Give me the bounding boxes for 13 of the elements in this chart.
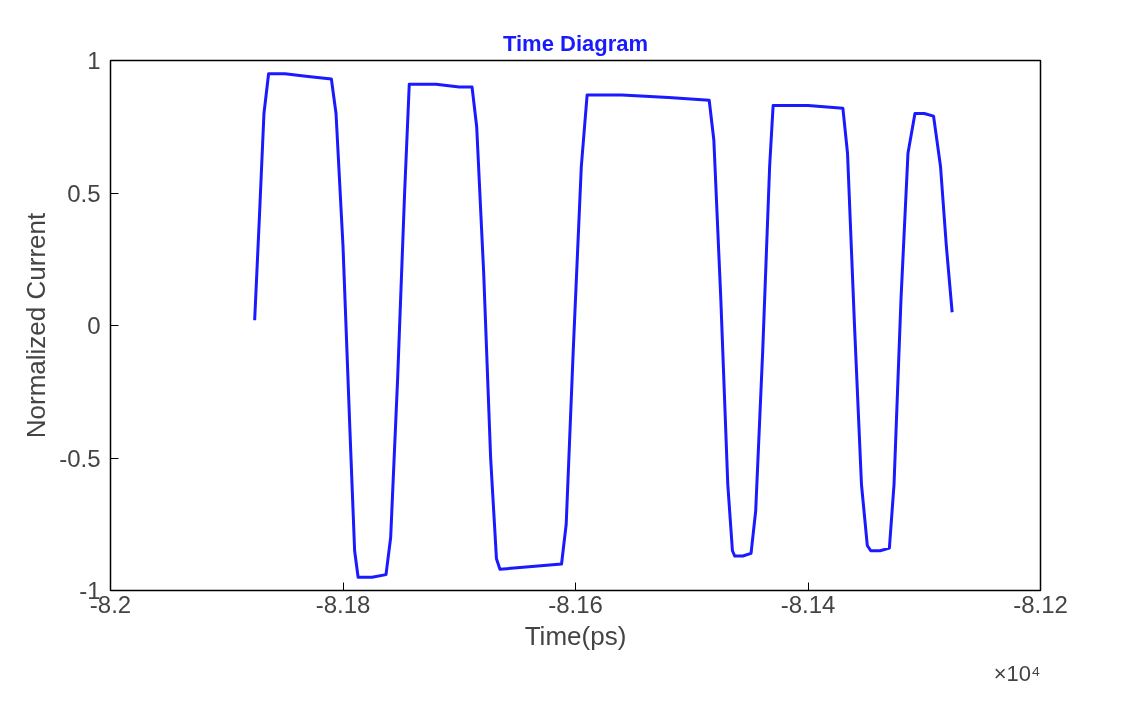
y-tick-label: 0 <box>87 312 101 339</box>
chart-title: Time Diagram <box>502 30 649 56</box>
text: ×10⁴ <box>993 660 1041 686</box>
y-tick-label: 1 <box>87 47 101 74</box>
x-axis-title: Time(ps) <box>524 620 627 651</box>
x-tick-label: -8.14 <box>780 590 836 618</box>
y-axis-title: Normalized Current <box>21 212 52 439</box>
x-tick-label: -8.16 <box>548 590 603 618</box>
y-tick-label: -0.5 <box>59 444 101 472</box>
x-tick-label: -8.12 <box>1013 590 1068 618</box>
y-tick-label: 0.5 <box>67 179 101 207</box>
line-series <box>253 72 954 579</box>
x-tick-label: -8.18 <box>315 590 371 618</box>
